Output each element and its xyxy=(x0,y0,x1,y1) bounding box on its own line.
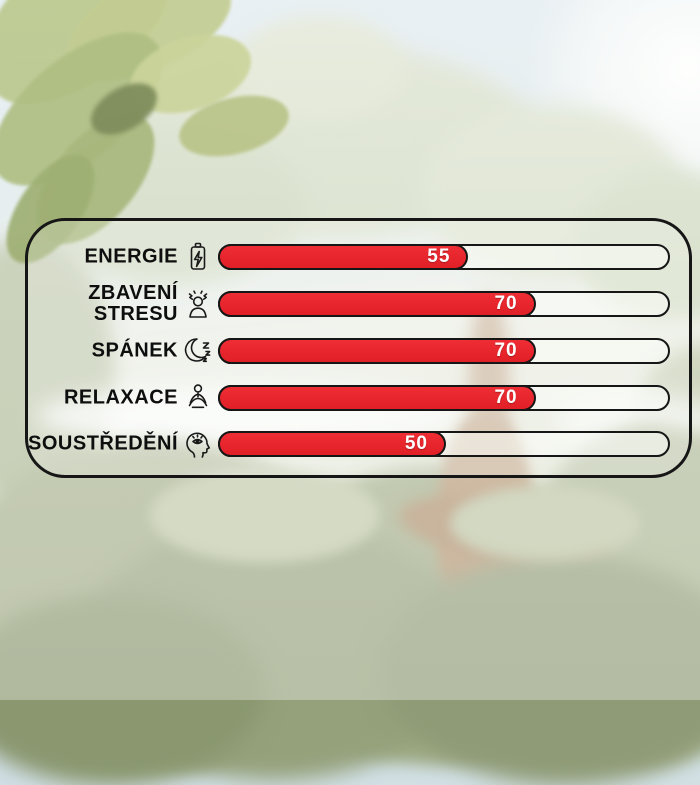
stat-value: 70 xyxy=(494,340,518,361)
meditation-icon xyxy=(178,381,218,415)
stat-bar: 70 xyxy=(218,385,536,411)
battery-charging-icon xyxy=(178,240,218,274)
stat-row-relaxation: RELAXACE 70 xyxy=(28,384,670,411)
focus-head-icon xyxy=(178,427,218,461)
stat-label: ENERGIE xyxy=(84,245,178,268)
stat-track: 70 xyxy=(218,385,670,411)
stat-bar: 70 xyxy=(218,291,536,317)
stat-label: ZBAVENÍ STRESU xyxy=(88,282,178,325)
moon-sleep-icon xyxy=(178,334,218,368)
stat-bar: 70 xyxy=(218,338,536,364)
foreground-leaf xyxy=(0,0,193,133)
stat-value: 55 xyxy=(427,246,451,267)
stat-row-stress-relief: ZBAVENÍ STRESU 70 xyxy=(28,283,670,325)
stat-track: 70 xyxy=(218,291,670,317)
stat-track: 50 xyxy=(218,431,670,457)
stressed-person-icon xyxy=(178,287,218,321)
stat-row-focus: SOUSTŘEDĚNÍ 50 xyxy=(28,431,670,458)
benefits-stats-panel: ENERGIE 55 ZBAVENÍ STRESU xyxy=(25,218,692,478)
stat-label: RELAXACE xyxy=(63,386,178,409)
stat-value: 70 xyxy=(494,387,518,408)
stat-label: SPÁNEK xyxy=(91,339,178,362)
stat-label: SOUSTŘEDĚNÍ xyxy=(28,432,178,455)
stat-bar: 55 xyxy=(218,244,469,270)
stat-value: 50 xyxy=(404,433,428,454)
stat-bar: 50 xyxy=(218,431,446,457)
stat-track: 55 xyxy=(218,244,670,270)
stat-row-energy: ENERGIE 55 xyxy=(28,242,670,270)
stat-track: 70 xyxy=(218,338,670,364)
stat-row-sleep: SPÁNEK 70 xyxy=(28,338,670,364)
stat-value: 70 xyxy=(494,293,518,314)
